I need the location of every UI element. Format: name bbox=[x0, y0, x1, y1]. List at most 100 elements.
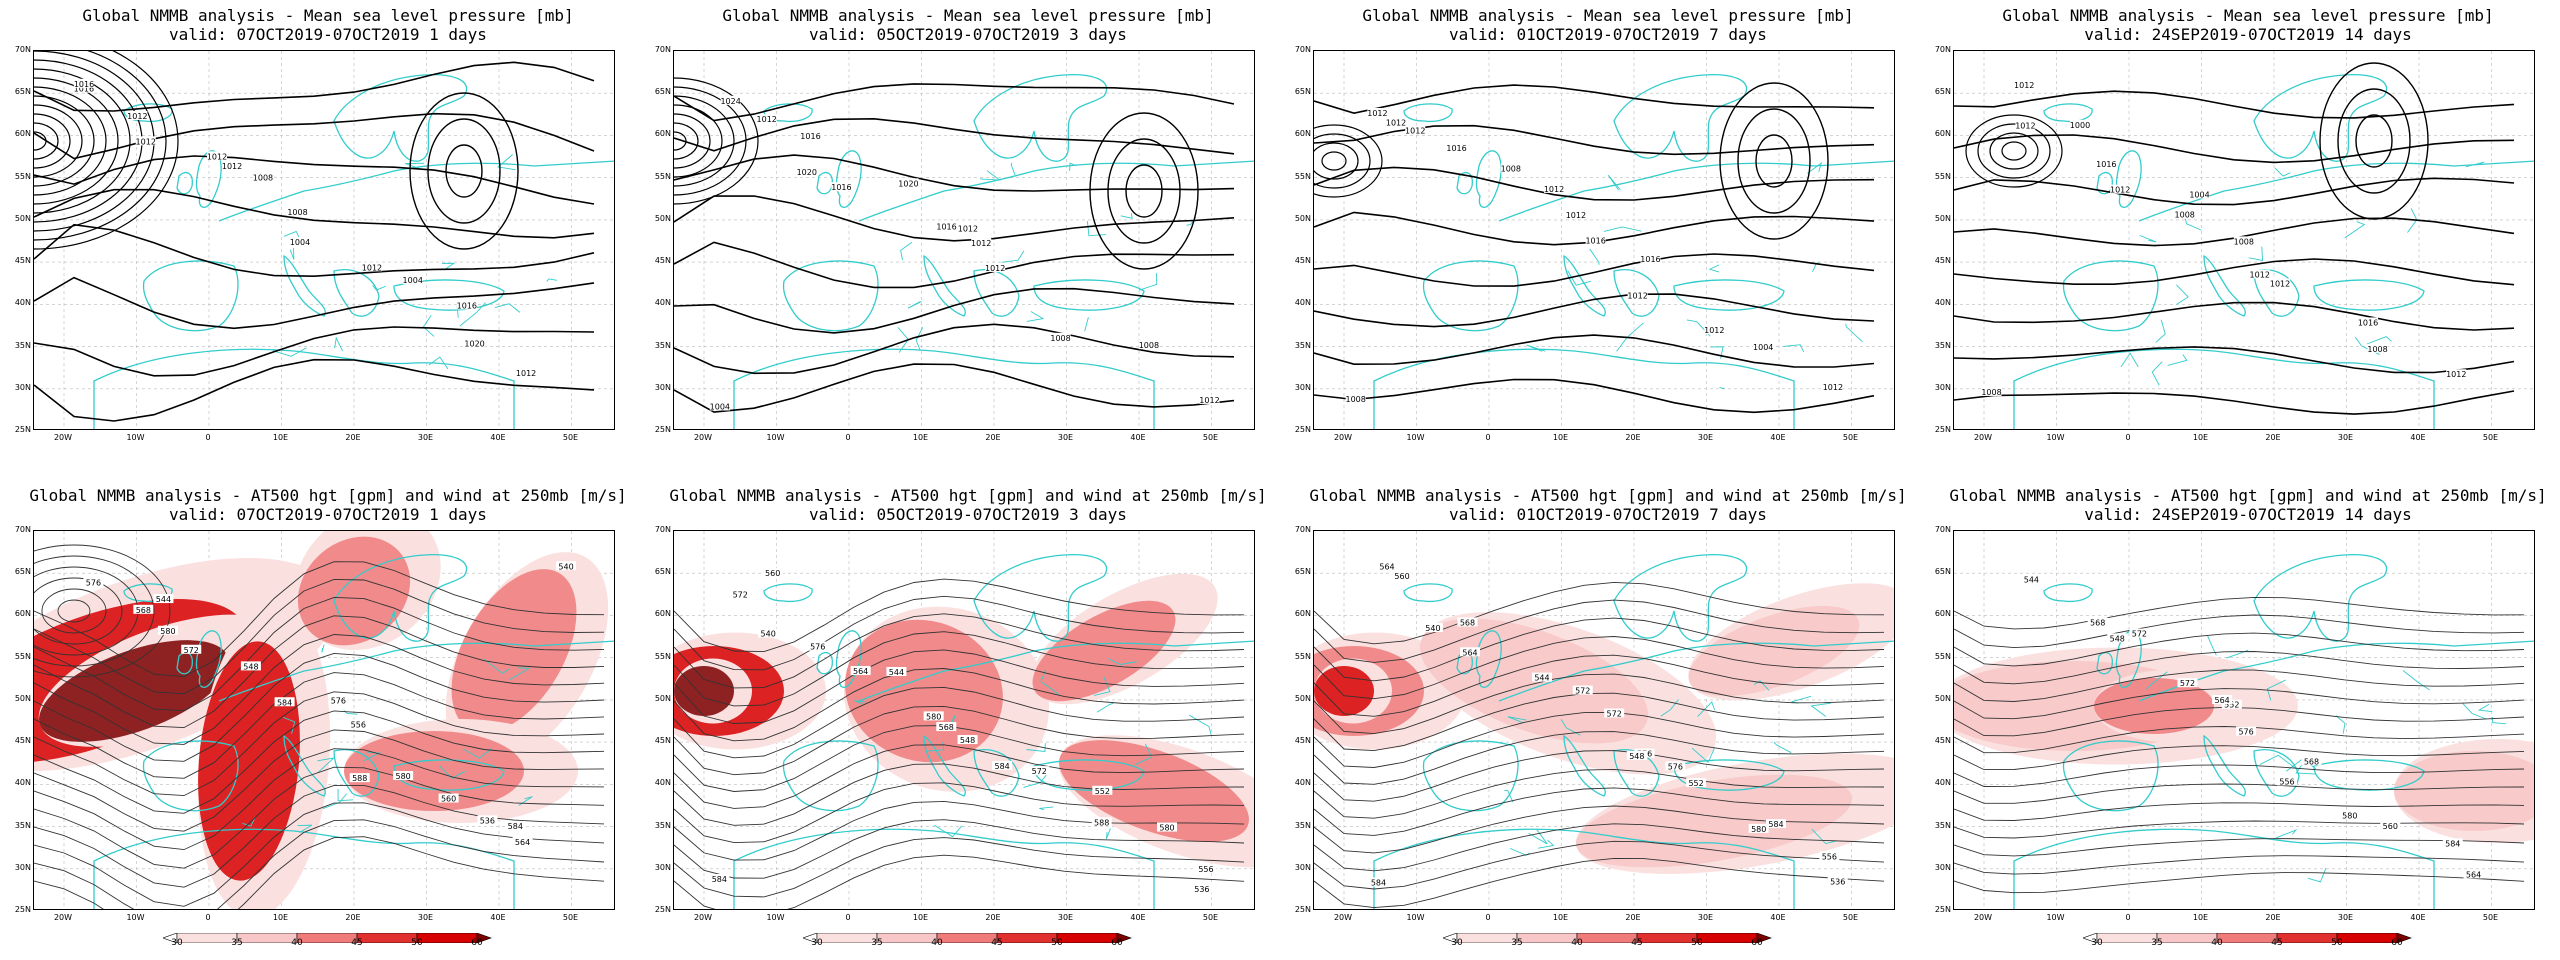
contour-label: 572 bbox=[733, 591, 748, 600]
contour-label: 1004 bbox=[2189, 190, 2209, 199]
contour-label: 1012 bbox=[2446, 370, 2466, 379]
contour-label-bg bbox=[73, 83, 94, 93]
latitude-label: 60N bbox=[654, 609, 671, 619]
panel-title: Global NMMB analysis - AT500 hgt [gpm] a… bbox=[653, 486, 1283, 524]
latitude-label: 70N bbox=[14, 525, 31, 534]
contour-label: 544 bbox=[2024, 575, 2039, 584]
contour-label: 1008 bbox=[287, 208, 307, 217]
contour-label-bg bbox=[936, 722, 957, 732]
contour-label-bg bbox=[886, 667, 907, 677]
contour-label-bg bbox=[393, 771, 414, 781]
contour-label: 576 bbox=[331, 697, 346, 706]
contour-label: 1012 bbox=[222, 162, 242, 171]
latitude-label: 55N bbox=[1294, 651, 1311, 661]
contour-label: 1016 bbox=[74, 85, 94, 94]
panel-title: Global NMMB analysis - AT500 hgt [gpm] a… bbox=[1933, 486, 2560, 524]
contour-label-bg bbox=[1704, 325, 1725, 335]
contour-label-bg bbox=[2463, 869, 2484, 879]
contour-label-bg bbox=[709, 873, 730, 883]
map-frame: 5645685725765845365405445485525565605645… bbox=[1313, 530, 1895, 910]
longitude-label: 20E bbox=[2265, 433, 2281, 442]
latitude-label: 25N bbox=[654, 425, 671, 434]
contour-label: 1012 bbox=[127, 112, 147, 121]
height-wind-map: 5525485525565605645685725765805845445725… bbox=[1954, 531, 2534, 909]
contour-label: 1016 bbox=[936, 222, 956, 231]
wind-speed-shading bbox=[34, 531, 609, 909]
contour-label-bg bbox=[2107, 633, 2128, 643]
colorbar-swatches bbox=[802, 932, 1132, 944]
latitude-label: 25N bbox=[1294, 425, 1311, 434]
contour-lines bbox=[34, 51, 595, 422]
longitude-label: 10W bbox=[126, 433, 145, 442]
panel-valid-period: valid: 01OCT2019-07OCT2019 7 days bbox=[1449, 25, 1767, 44]
contour-label: 1024 bbox=[720, 97, 740, 106]
contour-label-bg bbox=[1422, 623, 1443, 633]
longitude-label: 10W bbox=[1406, 913, 1425, 922]
latitude-label: 50N bbox=[14, 693, 31, 703]
contour-label-bg bbox=[222, 160, 243, 170]
longitude-label: 20W bbox=[693, 913, 713, 922]
contour-lines bbox=[1314, 82, 1875, 414]
contour-label: 1012 bbox=[136, 137, 156, 146]
wind-colorbar: 30 35 40 45 50 60 bbox=[1442, 928, 1773, 950]
colorbar-label: 60 bbox=[1111, 938, 1123, 948]
panel-title-line: Global NMMB analysis - AT500 hgt [gpm] a… bbox=[1949, 486, 2547, 505]
contour-label: 1008 bbox=[1501, 164, 1521, 173]
contour-label-bg bbox=[2177, 678, 2198, 688]
contour-label-bg bbox=[402, 275, 423, 285]
contour-label-bg bbox=[135, 136, 156, 146]
contour-label-bg bbox=[720, 95, 741, 105]
longitude-label: 40E bbox=[2410, 433, 2426, 442]
latitude-label: 50N bbox=[1934, 693, 1951, 703]
contour-label-bg bbox=[348, 719, 369, 729]
at500-panel-4: Global NMMB analysis - AT500 hgt [gpm] a… bbox=[1933, 486, 2560, 956]
colorbar-label: 45 bbox=[1631, 938, 1643, 948]
panel-valid-period: valid: 07OCT2019-07OCT2019 1 days bbox=[169, 25, 487, 44]
contour-label: 580 bbox=[1159, 824, 1174, 833]
latitude-label: 35N bbox=[1934, 820, 1951, 830]
contour-label-bg bbox=[438, 793, 459, 803]
at500-panel-2: Global NMMB analysis - AT500 hgt [gpm] a… bbox=[653, 486, 1283, 956]
contour-label-bg bbox=[1753, 341, 1774, 351]
contour-label-bg bbox=[274, 697, 295, 707]
contour-label-bg bbox=[1604, 708, 1625, 718]
longitude-label: 20W bbox=[53, 433, 73, 442]
contour-label-bg bbox=[2014, 80, 2035, 90]
longitude-label: 20W bbox=[1333, 433, 1353, 442]
wind-colorbar: 30 35 40 45 50 60 bbox=[2082, 928, 2413, 950]
contour-label-bg bbox=[1640, 253, 1661, 263]
longitude-label: 50E bbox=[2482, 913, 2499, 922]
contour-label: 584 bbox=[277, 698, 292, 707]
panel-title: Global NMMB analysis - AT500 hgt [gpm] a… bbox=[13, 486, 643, 524]
contour-label: 1012 bbox=[1386, 118, 1406, 127]
contour-label-bg bbox=[1565, 209, 1586, 219]
latitude-label: 55N bbox=[14, 171, 31, 181]
latitude-label: 55N bbox=[654, 651, 671, 661]
contour-label: 580 bbox=[2342, 811, 2357, 820]
contour-label: 568 bbox=[136, 606, 151, 615]
longitude-label: 50E bbox=[562, 913, 579, 922]
panel-title-line: Global NMMB analysis - Mean sea level pr… bbox=[722, 6, 1214, 25]
contour-label: 1000 bbox=[2070, 121, 2090, 130]
longitude-label: 20W bbox=[1973, 913, 1993, 922]
contour-label: 584 bbox=[1768, 820, 1783, 829]
colorbar-label: 50 bbox=[2331, 938, 2343, 948]
contour-label-bg bbox=[898, 178, 919, 188]
contour-label-bg bbox=[831, 182, 852, 192]
height-wind-map: 5645685725765845365405445485525565605645… bbox=[1314, 531, 1894, 909]
longitude-label: 20W bbox=[1973, 433, 1993, 442]
panel-title-line: Global NMMB analysis - AT500 hgt [gpm] a… bbox=[669, 486, 1267, 505]
contour-label: 584 bbox=[1371, 879, 1386, 888]
contour-label: 544 bbox=[1534, 674, 1549, 683]
longitude-label: 50E bbox=[1842, 913, 1859, 922]
panel-valid-period: valid: 24SEP2019-07OCT2019 14 days bbox=[2084, 25, 2412, 44]
contour-label-bg bbox=[2069, 119, 2090, 129]
contour-label-bg bbox=[985, 262, 1006, 272]
contour-label: 560 bbox=[2383, 822, 2398, 831]
contour-label: 1012 bbox=[2270, 279, 2290, 288]
contour-label-bg bbox=[516, 367, 537, 377]
panel-valid-period: valid: 01OCT2019-07OCT2019 7 days bbox=[1449, 505, 1767, 524]
contour-label: 1012 bbox=[2110, 186, 2130, 195]
contour-label-bg bbox=[1091, 817, 1112, 827]
latitude-label: 35N bbox=[1294, 340, 1311, 350]
